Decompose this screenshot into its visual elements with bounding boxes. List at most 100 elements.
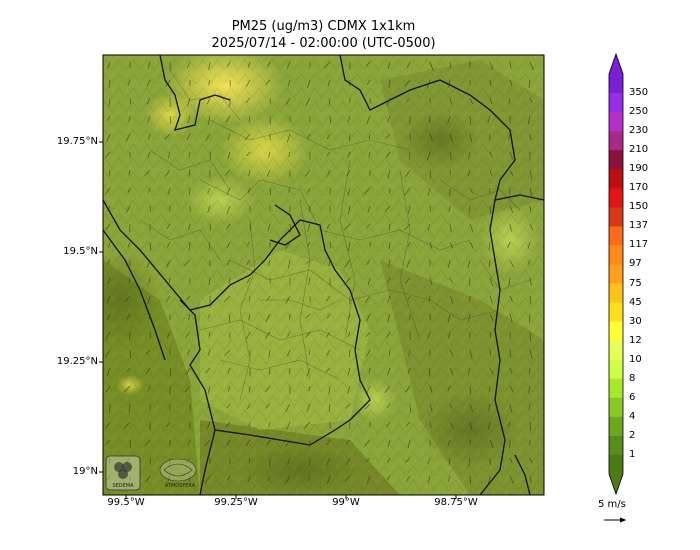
wind-vector: [126, 313, 131, 320]
wind-vector: [364, 403, 371, 410]
wind-vector: [208, 79, 211, 86]
wind-vector: [207, 403, 211, 409]
wind-vector: [307, 223, 311, 232]
wind-vector: [467, 169, 471, 177]
wind-vector: [165, 79, 171, 87]
wind-vector: [167, 331, 171, 338]
wind-vector: [164, 133, 171, 140]
colorbar-segment: [609, 416, 623, 437]
wind-vector: [264, 385, 271, 392]
wind-vector: [489, 205, 492, 215]
wind-vector: [489, 349, 491, 356]
wind-vector: [148, 313, 151, 320]
wind-vector: [527, 241, 531, 250]
colorbar-segment: [609, 150, 623, 170]
wind-vector: [327, 79, 331, 87]
wind-vector: [428, 115, 431, 124]
wind-vector: [188, 169, 191, 178]
wind-vector: [469, 115, 472, 125]
wind-vector: [448, 205, 451, 212]
wind-vector: [286, 133, 291, 143]
wind-vector: [306, 259, 311, 264]
wind-vector: [128, 403, 131, 413]
wind-vector: [128, 277, 131, 284]
wind-vector: [509, 313, 513, 323]
wind-vector: [128, 115, 131, 122]
colorbar-segment: [609, 435, 623, 456]
wind-vector: [149, 241, 152, 251]
wind-vector: [307, 79, 311, 89]
wind-vector: [265, 403, 271, 409]
wind-vector: [123, 385, 131, 393]
wind-vector: [248, 421, 251, 428]
wind-vector: [468, 457, 471, 467]
wind-vector: [289, 223, 292, 233]
wind-vector: [509, 385, 514, 393]
wind-vector: [288, 259, 291, 269]
wind-vector: [489, 61, 494, 70]
wind-vector: [166, 223, 171, 229]
wind-vector: [286, 331, 291, 338]
wind-vector: [209, 223, 212, 231]
wind-vector: [306, 313, 311, 319]
wind-vector: [245, 79, 251, 87]
lon-tick-label: 99°W: [332, 497, 360, 508]
wind-vector: [307, 187, 311, 193]
colorbar-segment: [609, 340, 623, 361]
colorbar-max-extension: [609, 54, 623, 74]
wind-vector: [189, 403, 191, 411]
colorbar-min-extension: [609, 474, 623, 494]
wind-vector: [327, 475, 331, 484]
wind-vector: [205, 133, 211, 142]
wind-vector: [265, 313, 271, 322]
wind-vector: [107, 277, 111, 285]
wind-vector: [509, 61, 512, 69]
wind-vector: [127, 79, 131, 86]
colorbar-segment: [609, 188, 623, 208]
wind-vector: [487, 115, 491, 123]
wind-vector: [326, 439, 331, 446]
wind-vector: [226, 439, 231, 446]
colorbar-segment: [609, 207, 623, 227]
wind-vector: [347, 151, 351, 158]
wind-vector: [489, 97, 493, 105]
wind-vector: [469, 475, 472, 484]
wind-vector: [346, 385, 351, 394]
wind-vector: [386, 457, 391, 464]
wind-vector: [107, 115, 111, 121]
colorbar-segment: [609, 283, 623, 304]
wind-vector: [508, 277, 511, 287]
wind-vector: [529, 169, 533, 179]
wind-vector: [344, 277, 351, 286]
wind-vector: [147, 151, 151, 158]
wind-vector: [364, 439, 371, 447]
wind-vector: [406, 97, 411, 103]
colorbar-segment: [609, 397, 623, 418]
wind-vector: [326, 133, 331, 140]
wind-vector: [208, 277, 211, 285]
wind-vector: [285, 439, 291, 447]
wind-vector: [186, 133, 191, 140]
wind-vector: [387, 277, 391, 284]
wind-vector: [407, 367, 411, 374]
wind-vector: [488, 259, 491, 268]
wind-vector: [529, 457, 533, 464]
wind-vector: [246, 403, 251, 410]
wind-vector: [209, 259, 211, 266]
wind-vector: [287, 349, 291, 357]
colorbar-segment: [609, 93, 623, 113]
wind-vector: [247, 475, 251, 483]
wind-vector: [286, 421, 291, 430]
wind-vector: [166, 421, 171, 428]
wind-vector: [288, 187, 291, 193]
wind-vector: [509, 169, 514, 176]
wind-vector: [488, 403, 491, 412]
wind-vector: [509, 259, 514, 268]
wind-vector: [226, 241, 231, 249]
wind-vector: [489, 169, 492, 176]
wind-vector: [529, 223, 534, 231]
wind-vector: [228, 313, 231, 323]
wind-vector: [529, 421, 531, 431]
wind-vector: [226, 403, 231, 409]
wind-vector: [105, 187, 111, 195]
